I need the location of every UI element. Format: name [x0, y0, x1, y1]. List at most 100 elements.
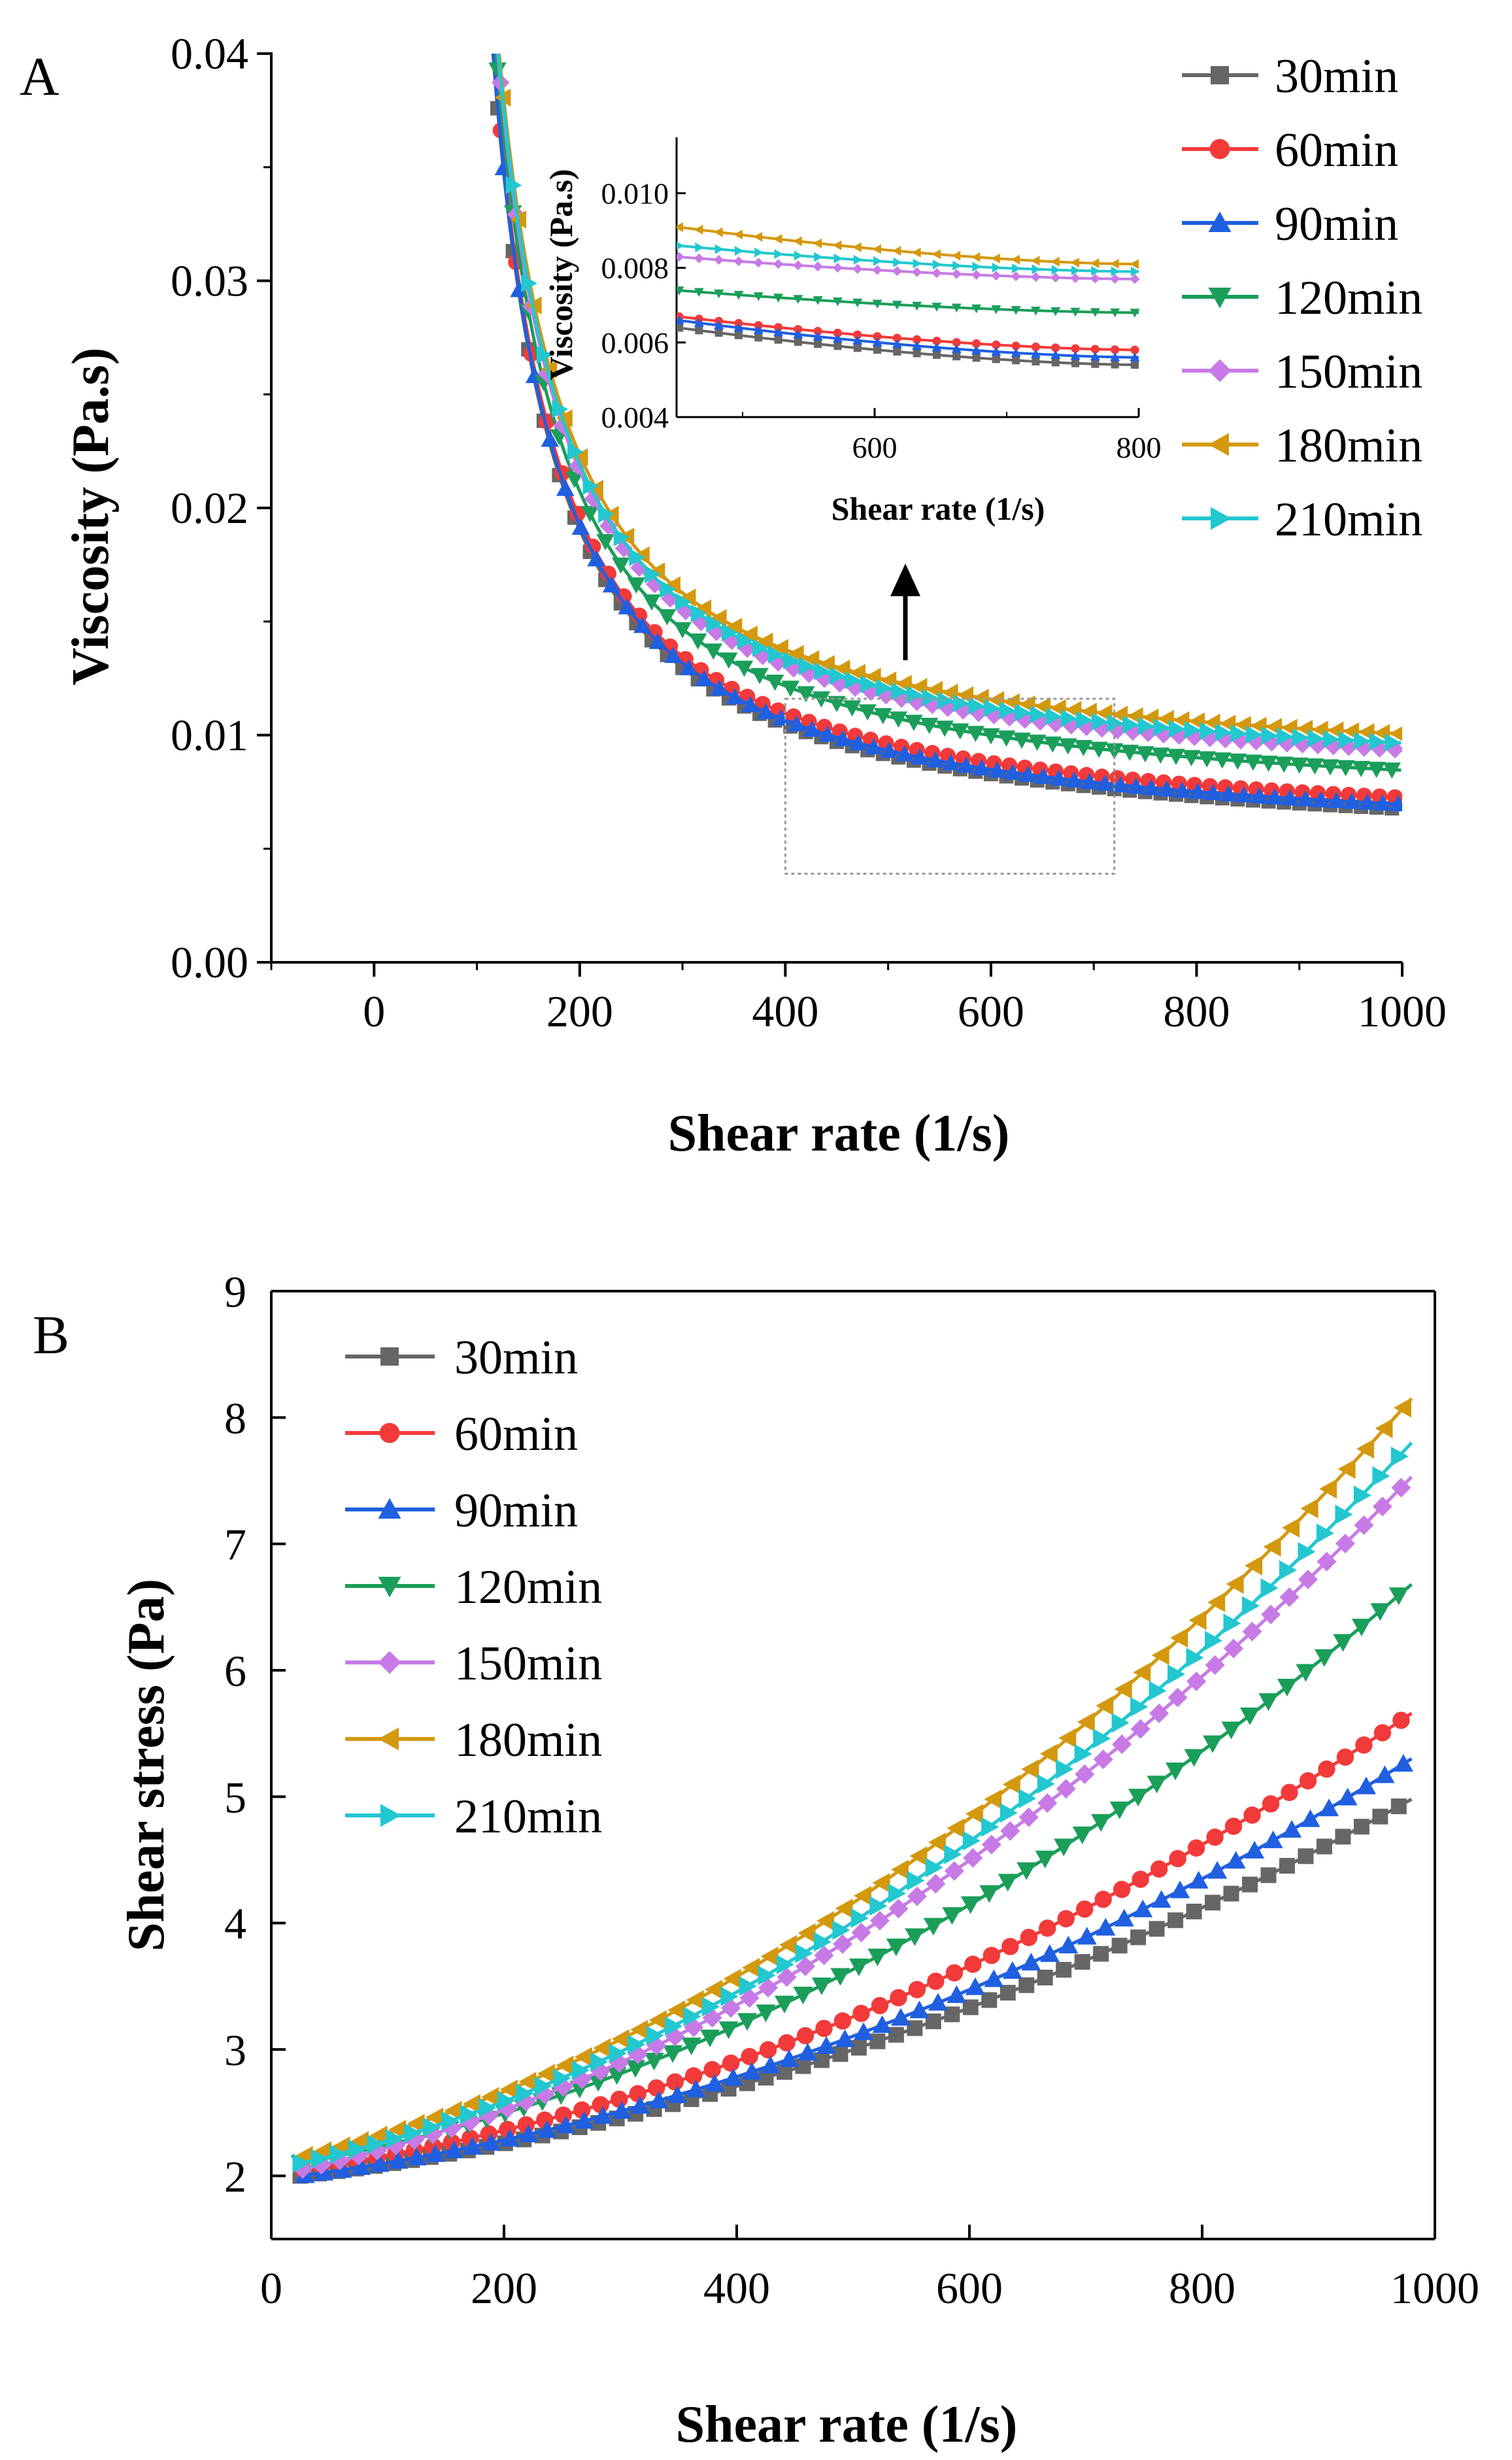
legend-item-90min: 90min — [345, 1484, 578, 1538]
series-line-60min — [492, 54, 1402, 800]
data-point-210min — [845, 671, 862, 690]
data-point-120min — [874, 708, 892, 724]
data-point-120min — [704, 643, 723, 660]
data-point-90min — [849, 734, 867, 750]
data-point-210min — [660, 580, 677, 598]
data-point-90min — [1021, 1953, 1041, 1971]
data-point-60min — [600, 565, 616, 582]
inset-point-210min — [1130, 266, 1140, 277]
data-point-120min — [688, 633, 707, 650]
data-point-60min — [647, 2079, 665, 2097]
inset-point-60min — [1111, 345, 1120, 354]
data-point-150min — [1018, 1807, 1039, 1827]
data-point-90min — [1188, 783, 1207, 800]
data-point-90min — [1034, 767, 1052, 784]
data-point-60min — [759, 2041, 777, 2059]
data-point-60min — [852, 2004, 870, 2023]
data-point-90min — [818, 725, 837, 742]
data-point-90min — [332, 2160, 352, 2178]
data-point-90min — [760, 2055, 781, 2074]
data-point-120min — [1184, 1749, 1204, 1767]
inset-point-120min — [1090, 308, 1100, 317]
data-point-150min — [907, 1886, 927, 1906]
panel-b-y-tick-label: 8 — [224, 1393, 246, 1443]
data-point-150min — [944, 1861, 964, 1881]
data-point-180min — [664, 576, 680, 595]
inset-point-30min — [677, 324, 684, 332]
data-point-120min — [588, 2074, 609, 2092]
panel-a-x-tick-label: 400 — [752, 986, 818, 1036]
inset-point-60min — [992, 340, 1001, 350]
panel-b-label: B — [33, 1305, 69, 1366]
inset-point-120min — [912, 301, 922, 311]
series-210min — [497, 54, 1402, 752]
data-point-30min — [1130, 1929, 1147, 1946]
inset-point-180min — [892, 246, 901, 256]
data-point-30min — [925, 2013, 941, 2029]
inset-line-60min — [677, 314, 1139, 352]
data-point-210min — [1338, 731, 1355, 749]
data-point-180min — [705, 1980, 723, 2000]
inset-point-210min — [952, 260, 962, 271]
data-point-90min — [742, 2062, 762, 2080]
panel-a-series-group — [488, 54, 1402, 816]
data-point-180min — [1077, 1712, 1095, 1732]
inset-y-axis-label: Viscosity (Pa.s) — [543, 169, 579, 380]
data-point-210min — [598, 505, 614, 524]
data-point-120min — [580, 506, 599, 522]
zoom-arrow-icon — [890, 564, 920, 596]
data-point-150min — [1205, 1655, 1225, 1675]
data-point-180min — [1263, 1537, 1281, 1557]
legend-marker — [378, 1651, 401, 1674]
data-point-90min — [1300, 1809, 1320, 1827]
data-point-180min — [1114, 1679, 1132, 1699]
inset-point-90min — [1090, 351, 1100, 361]
data-point-30min — [907, 2020, 923, 2036]
inset-point-150min — [694, 253, 704, 263]
inset-point-210min — [814, 252, 823, 262]
inset-point-30min — [1091, 360, 1100, 368]
data-point-180min — [779, 1934, 798, 1955]
data-point-210min — [1111, 1713, 1130, 1733]
data-point-210min — [1153, 718, 1170, 737]
inset-point-90min — [892, 339, 902, 348]
data-point-90min — [556, 2115, 576, 2134]
inset-line-120min — [677, 289, 1139, 314]
data-point-210min — [1074, 1744, 1092, 1764]
data-point-120min — [935, 720, 954, 737]
data-point-180min — [710, 609, 727, 628]
zoom-region-box — [784, 698, 1116, 875]
data-point-210min — [944, 1844, 962, 1864]
data-point-180min — [1282, 1517, 1300, 1538]
data-point-120min — [1213, 752, 1232, 769]
data-point-150min — [1386, 740, 1402, 759]
data-point-180min — [816, 1911, 835, 1931]
panel-b-legend: 30min 60min 90min 120min 150min 180min 210min — [345, 1331, 602, 1844]
data-point-120min — [1016, 1862, 1037, 1880]
data-point-210min — [675, 593, 692, 611]
inset-point-210min — [774, 249, 784, 260]
data-point-90min — [593, 2106, 613, 2124]
data-point-90min — [602, 576, 621, 593]
inset-y-tick-label: 0.008 — [601, 252, 669, 285]
data-point-120min — [1321, 759, 1339, 776]
inset-point-30min — [695, 326, 703, 335]
legend-item-210min: 210min — [345, 1790, 602, 1844]
data-point-210min — [1385, 733, 1402, 752]
inset-point-150min — [714, 254, 724, 265]
data-point-210min — [776, 1955, 794, 1975]
panel-b-x-tick-label: 200 — [471, 2263, 537, 2313]
inset-point-120min — [793, 295, 803, 304]
data-point-90min — [1281, 789, 1300, 806]
inset-series-210min — [677, 241, 1140, 277]
legend-label: 30min — [1275, 50, 1398, 103]
legend-label: 90min — [1275, 197, 1398, 251]
panel-a-x-tick-label: 200 — [546, 986, 613, 1036]
data-point-90min — [571, 518, 590, 535]
inset-point-210min — [677, 241, 684, 250]
inset-point-210min — [893, 257, 902, 267]
data-point-120min — [811, 1977, 832, 1995]
data-point-210min — [721, 623, 738, 642]
data-point-90min — [1170, 1880, 1190, 1898]
legend-item-180min: 180min — [1182, 419, 1422, 473]
